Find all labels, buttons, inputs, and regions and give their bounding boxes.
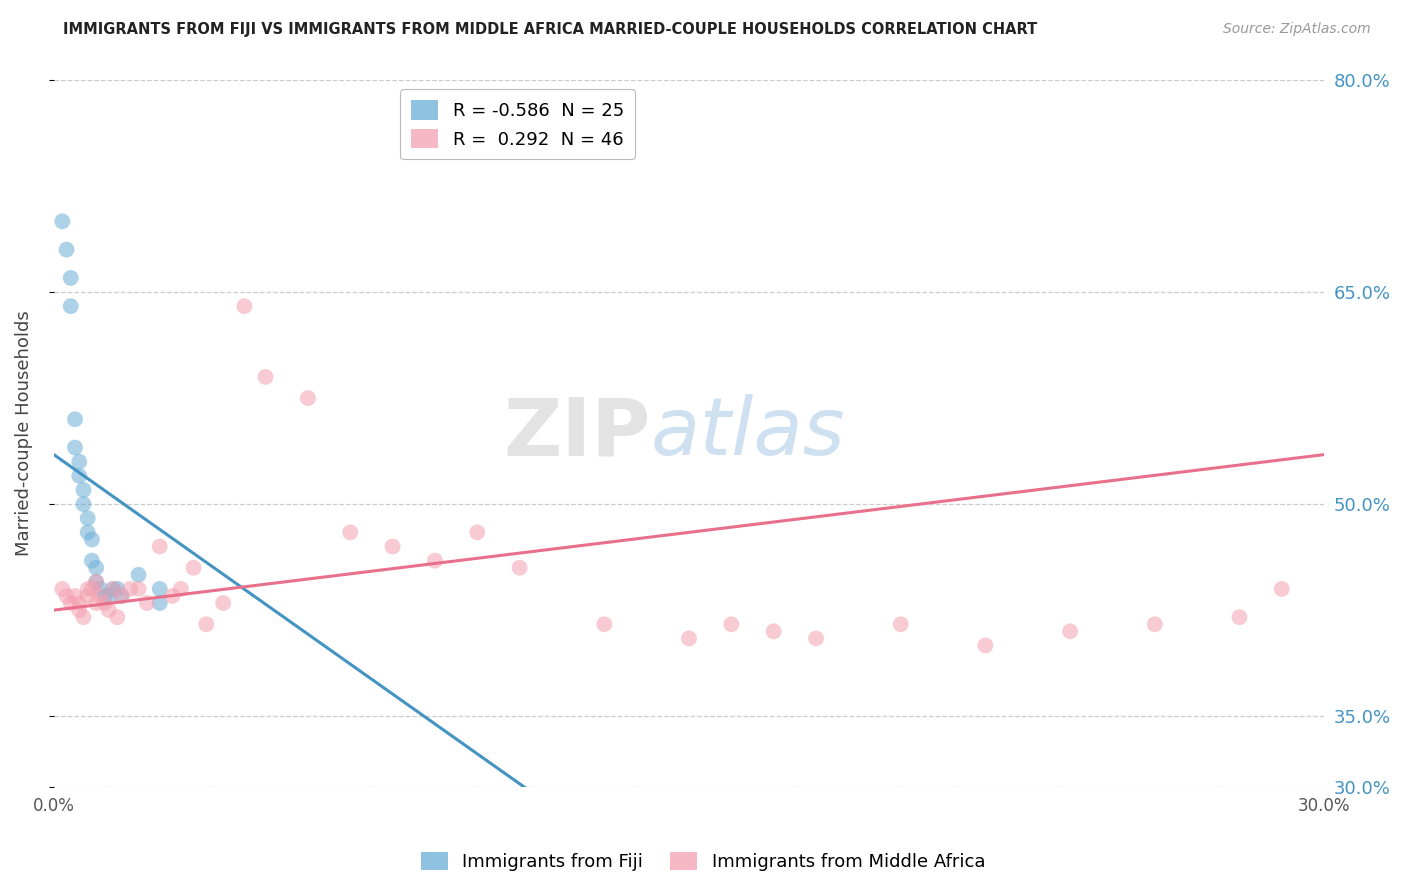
Point — [67, 468, 90, 483]
Point — [1143, 617, 1166, 632]
Point — [170, 582, 193, 596]
Point — [110, 589, 132, 603]
Point — [423, 554, 446, 568]
Point — [212, 596, 235, 610]
Y-axis label: Married-couple Households: Married-couple Households — [15, 310, 32, 557]
Text: IMMIGRANTS FROM FIJI VS IMMIGRANTS FROM MIDDLE AFRICA MARRIED-COUPLE HOUSEHOLDS : IMMIGRANTS FROM FIJI VS IMMIGRANTS FROM … — [63, 22, 1038, 37]
Point — [59, 271, 82, 285]
Point — [89, 582, 111, 596]
Point — [593, 617, 616, 632]
Point — [93, 589, 115, 603]
Legend: Immigrants from Fiji, Immigrants from Middle Africa: Immigrants from Fiji, Immigrants from Mi… — [413, 845, 993, 879]
Point — [105, 582, 128, 596]
Point — [110, 589, 132, 603]
Point — [1229, 610, 1251, 624]
Text: Source: ZipAtlas.com: Source: ZipAtlas.com — [1223, 22, 1371, 37]
Point — [149, 582, 172, 596]
Text: ZIP: ZIP — [503, 394, 651, 473]
Point — [974, 639, 997, 653]
Point — [465, 525, 488, 540]
Point — [101, 582, 124, 596]
Point — [1271, 582, 1294, 596]
Point — [59, 299, 82, 313]
Point — [76, 582, 98, 596]
Point — [55, 589, 77, 603]
Point — [162, 589, 184, 603]
Point — [233, 299, 256, 313]
Point — [84, 560, 107, 574]
Point — [678, 632, 700, 646]
Point — [84, 596, 107, 610]
Point — [762, 624, 785, 639]
Point — [59, 596, 82, 610]
Point — [72, 610, 94, 624]
Point — [149, 596, 172, 610]
Point — [84, 574, 107, 589]
Point — [72, 483, 94, 497]
Point — [254, 369, 277, 384]
Point — [51, 214, 73, 228]
Point — [183, 560, 205, 574]
Point — [297, 391, 319, 405]
Point — [67, 455, 90, 469]
Point — [72, 497, 94, 511]
Point — [509, 560, 531, 574]
Point — [51, 582, 73, 596]
Legend: R = -0.586  N = 25, R =  0.292  N = 46: R = -0.586 N = 25, R = 0.292 N = 46 — [401, 89, 634, 160]
Point — [101, 582, 124, 596]
Point — [76, 525, 98, 540]
Point — [84, 574, 107, 589]
Point — [80, 582, 103, 596]
Point — [97, 603, 120, 617]
Point — [76, 511, 98, 525]
Point — [93, 596, 115, 610]
Point — [1059, 624, 1081, 639]
Point — [128, 582, 150, 596]
Point — [80, 533, 103, 547]
Point — [339, 525, 361, 540]
Point — [195, 617, 218, 632]
Point — [63, 412, 86, 426]
Point — [720, 617, 742, 632]
Point — [89, 589, 111, 603]
Point — [381, 540, 404, 554]
Point — [76, 589, 98, 603]
Point — [55, 243, 77, 257]
Point — [149, 540, 172, 554]
Point — [97, 589, 120, 603]
Point — [118, 582, 141, 596]
Point — [67, 603, 90, 617]
Point — [105, 610, 128, 624]
Point — [890, 617, 912, 632]
Text: atlas: atlas — [651, 394, 845, 473]
Point — [63, 441, 86, 455]
Point — [63, 589, 86, 603]
Point — [80, 554, 103, 568]
Point — [136, 596, 159, 610]
Point — [128, 567, 150, 582]
Point — [67, 596, 90, 610]
Point — [804, 632, 827, 646]
